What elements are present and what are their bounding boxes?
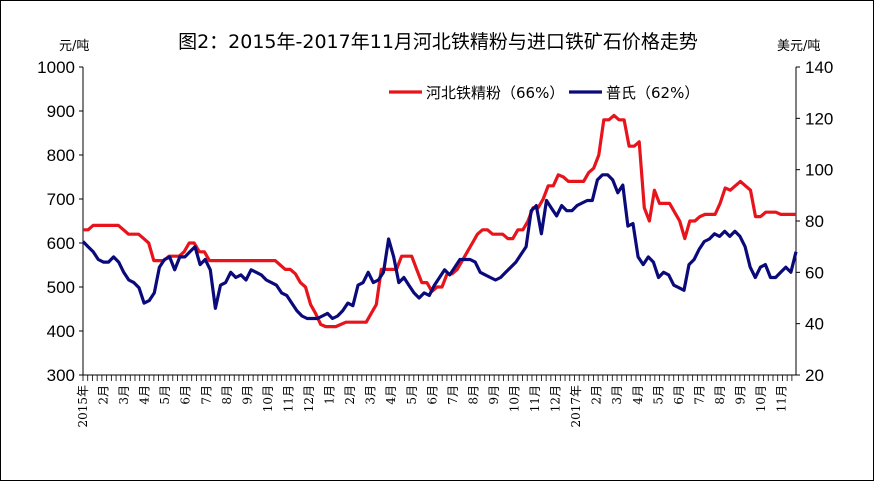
right-tick-label: 20: [805, 366, 824, 385]
left-tick-label: 500: [47, 278, 75, 297]
x-tick-label: 2017年: [569, 385, 583, 428]
x-tick-label: 5月: [405, 385, 419, 405]
x-tick-label: 7月: [692, 385, 706, 405]
right-tick-label: 60: [805, 263, 824, 282]
left-tick-label: 900: [47, 102, 75, 121]
series-line-hebei: [83, 113, 796, 329]
right-tick-label: 40: [805, 315, 824, 334]
x-tick-label: 9月: [240, 385, 254, 405]
x-tick-label: 4月: [138, 385, 152, 405]
x-tick-label: 5月: [651, 385, 665, 405]
right-tick-label: 100: [805, 161, 833, 180]
x-tick-label: 6月: [425, 385, 439, 405]
x-tick-label: 3月: [364, 385, 378, 405]
x-tick-label: 11月: [528, 385, 542, 412]
series-line-platts: [81, 173, 798, 321]
x-tick-label: 9月: [487, 385, 501, 405]
left-tick-label: 300: [47, 366, 75, 385]
x-tick-label: 8月: [220, 385, 234, 405]
right-tick-label: 140: [805, 58, 833, 77]
left-tick-label: 700: [47, 190, 75, 209]
x-tick-label: 2月: [97, 385, 111, 405]
x-tick-label: 10月: [754, 385, 768, 412]
legend-label: 普氏（62%）: [606, 84, 699, 102]
x-tick-label: 2月: [343, 385, 357, 405]
left-tick-label: 1000: [37, 58, 75, 77]
x-tick-label: 11月: [775, 385, 789, 412]
x-tick-label: 12月: [302, 385, 316, 412]
x-tick-label: 3月: [117, 385, 131, 405]
x-tick-label: 6月: [672, 385, 686, 405]
x-tick-label: 7月: [446, 385, 460, 405]
x-tick-label: 10月: [507, 385, 521, 412]
x-tick-label: 10月: [261, 385, 275, 412]
x-tick-label: 9月: [734, 385, 748, 405]
x-tick-label: 12月: [549, 385, 563, 412]
x-tick-label: 8月: [713, 385, 727, 405]
right-tick-label: 120: [805, 109, 833, 128]
x-tick-label: 11月: [281, 385, 295, 412]
right-tick-label: 80: [805, 212, 824, 231]
x-tick-label: 8月: [466, 385, 480, 405]
x-tick-label: 6月: [179, 385, 193, 405]
x-tick-label: 2015年: [76, 385, 90, 428]
right-axis-unit: 美元/吨: [777, 39, 821, 54]
x-tick-label: 3月: [610, 385, 624, 405]
left-tick-label: 800: [47, 146, 75, 165]
x-tick-label: 4月: [631, 385, 645, 405]
x-tick-label: 2月: [590, 385, 604, 405]
left-axis-unit: 元/吨: [59, 39, 90, 54]
left-tick-label: 600: [47, 234, 75, 253]
x-tick-label: 4月: [384, 385, 398, 405]
legend-label: 河北铁精粉（66%）: [426, 84, 564, 102]
x-tick-label: 7月: [199, 385, 213, 405]
x-tick-label: 1月: [323, 385, 337, 405]
x-tick-label: 5月: [158, 385, 172, 405]
left-tick-label: 400: [47, 322, 75, 341]
chart-title: 图2：2015年-2017年11月河北铁精粉与进口铁矿石价格走势: [178, 31, 698, 53]
